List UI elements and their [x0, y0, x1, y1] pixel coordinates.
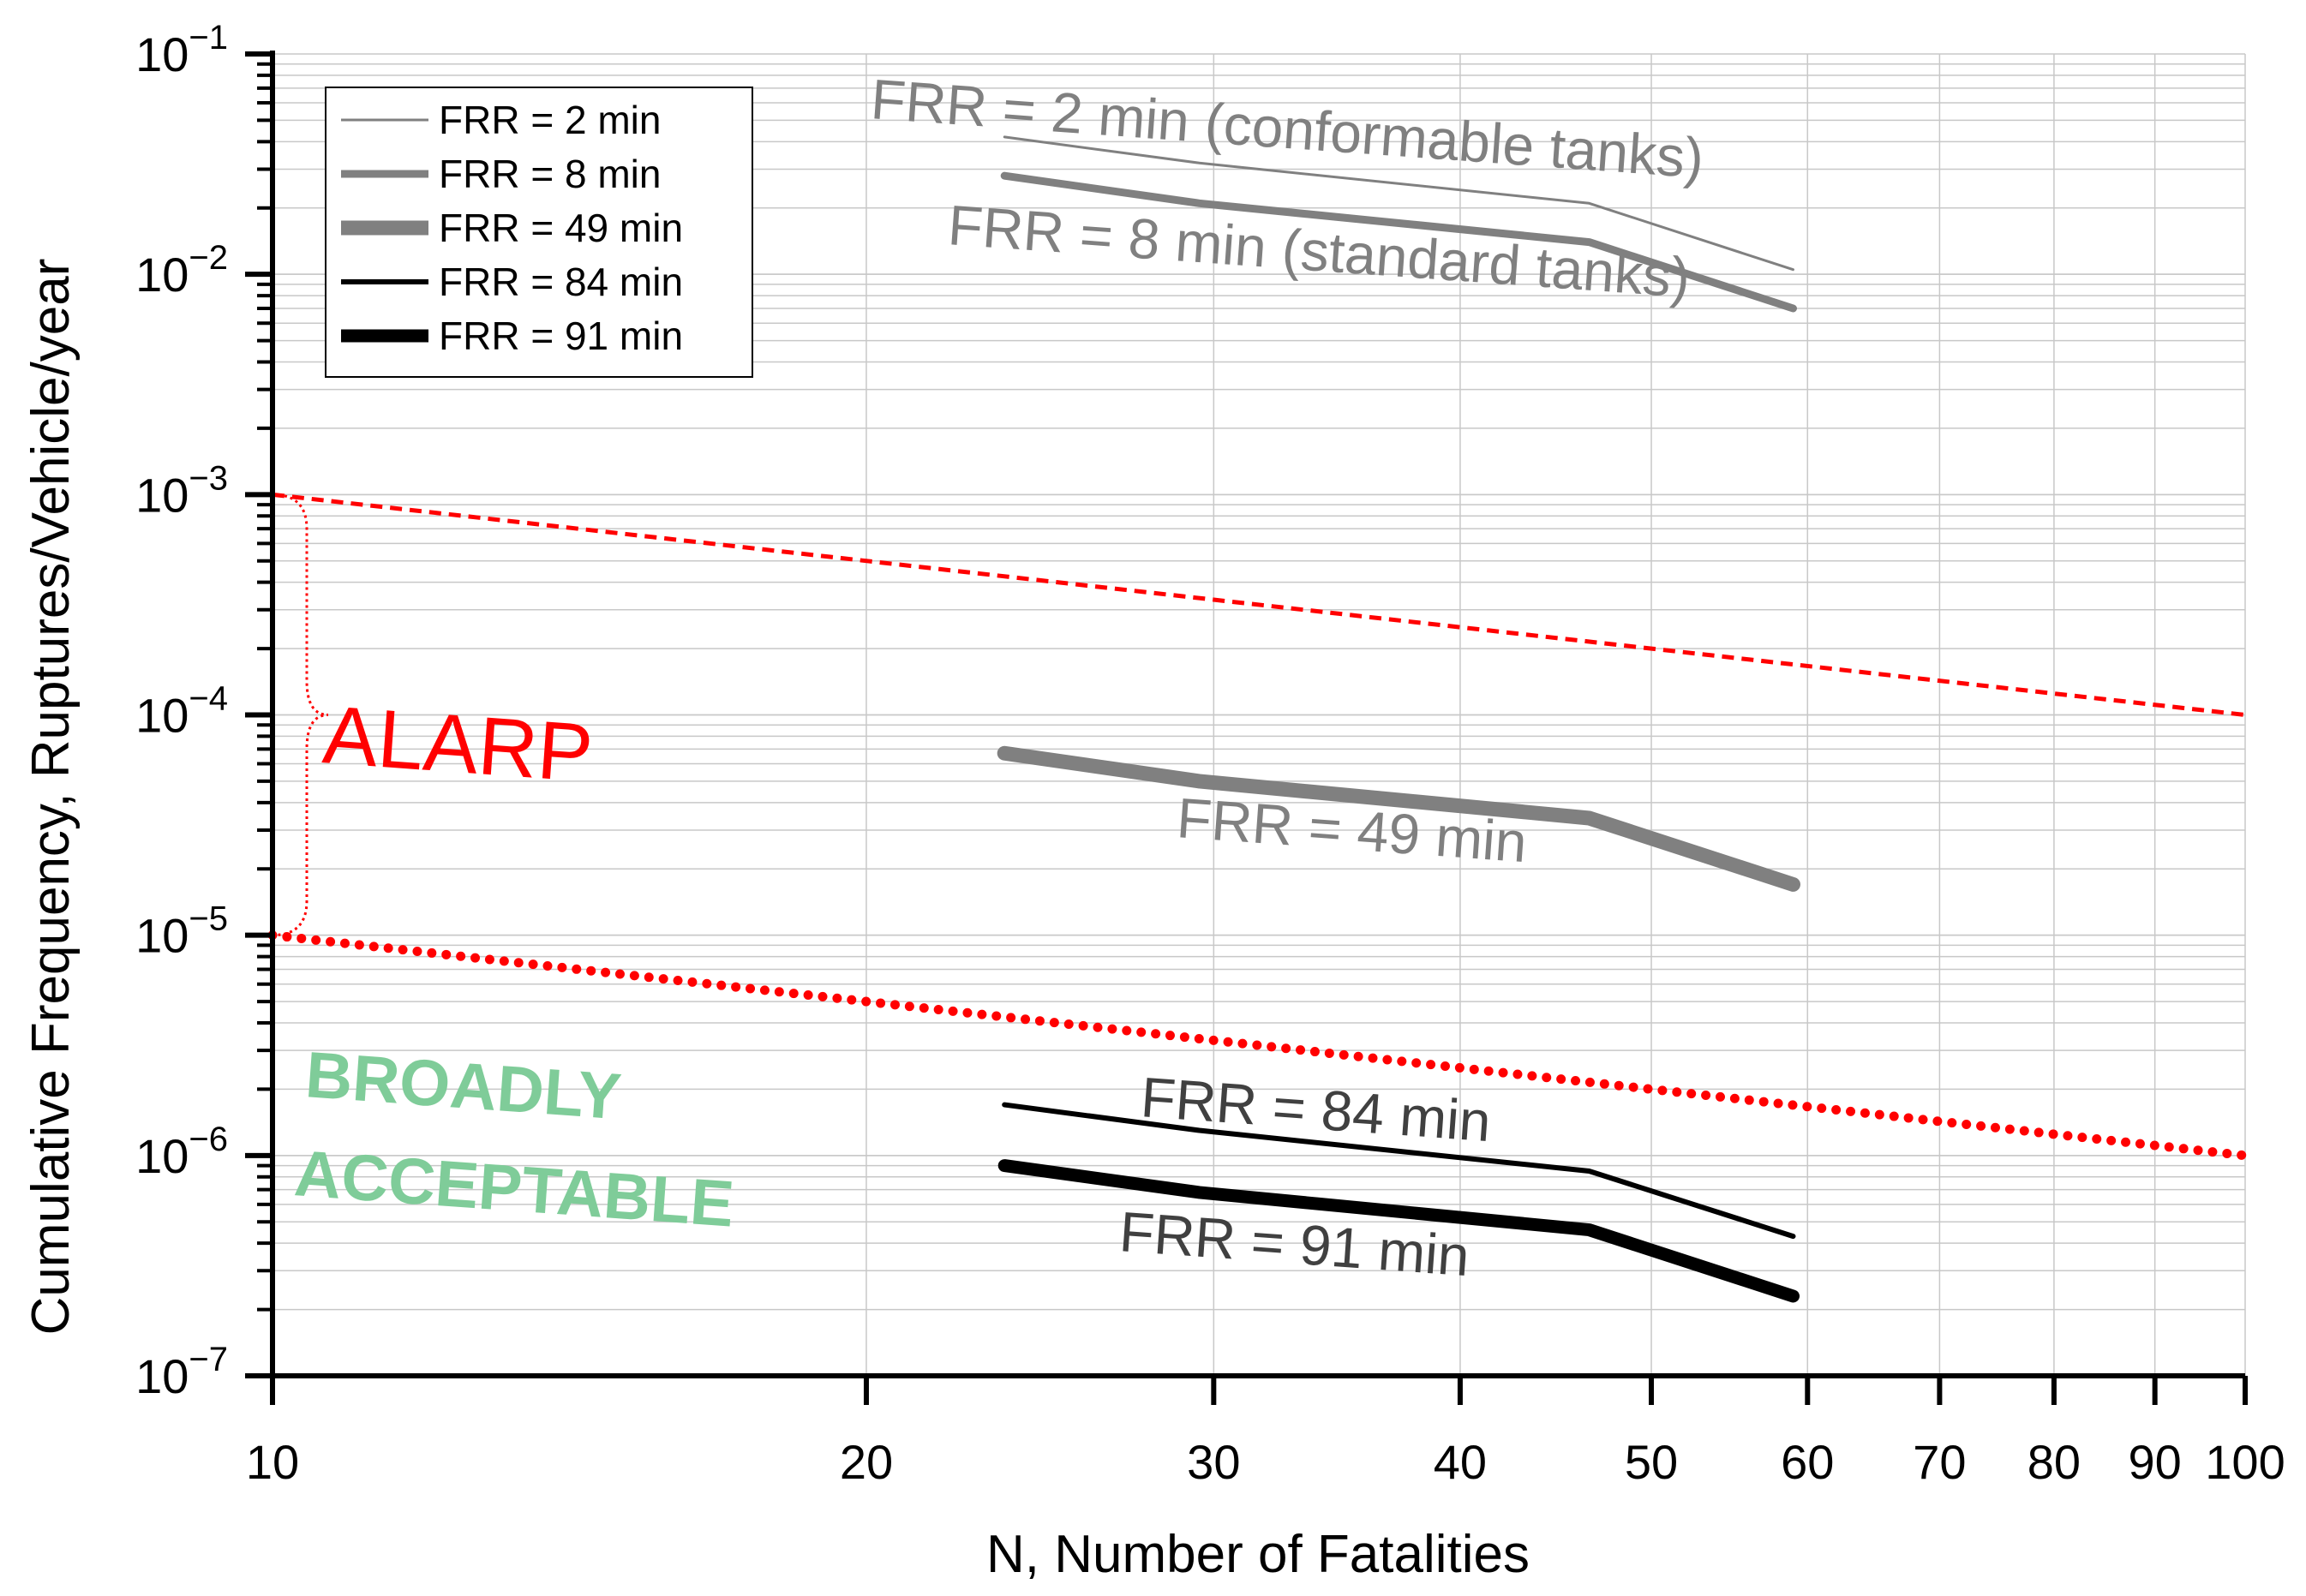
series-line-2 — [1000, 171, 1798, 313]
annotation-frr8: FRR = 8 min (standard tanks) — [946, 193, 1692, 309]
x-tick-label: 80 — [2027, 1435, 2081, 1489]
legend-label: FRR = 84 min — [439, 260, 683, 304]
annotation-broadly: BROADLY — [303, 1038, 624, 1133]
y-axis-title: Cumulative Frequency, Ruptures/Vehicle/y… — [21, 259, 81, 1336]
x-tick-label: 10 — [246, 1435, 299, 1489]
criteria-line-lower — [267, 930, 2250, 1161]
x-tick-label: 20 — [840, 1435, 893, 1489]
legend-items: FRR = 2 min FRR = 8 min FRR = 49 min FRR = … — [341, 98, 683, 358]
annotation-frr84: FRR = 84 min — [1139, 1065, 1493, 1153]
y-tick-label: 10−1 — [135, 19, 228, 81]
series-line-5 — [997, 1159, 1800, 1303]
annotation-acceptable: ACCEPTABLE — [292, 1137, 736, 1241]
y-tick-label: 10−6 — [135, 1121, 228, 1183]
legend: FRR = 2 min FRR = 8 min FRR = 49 min FRR = … — [325, 87, 753, 378]
y-tick-label: 10−3 — [135, 459, 228, 522]
y-tick-label: 10−2 — [135, 239, 228, 302]
alarp-brace — [272, 493, 329, 937]
x-axis-title: N, Number of Fatalities — [986, 1525, 1530, 1584]
tick-labels: 10 20 30 40 50 60 70 80 90 100 10−1 10−2 10−3 10−4 10−… — [135, 19, 2285, 1489]
x-tick-label: 100 — [2205, 1435, 2285, 1489]
x-tick-label: 90 — [2129, 1435, 2182, 1489]
x-tick-label: 30 — [1187, 1435, 1240, 1489]
x-tick-label: 50 — [1625, 1435, 1678, 1489]
series-line-1 — [1003, 135, 1795, 272]
annotation-alarp: ALARP — [320, 689, 596, 799]
risk-criteria-lines — [267, 492, 2250, 1161]
legend-label: FRR = 2 min — [439, 98, 661, 142]
y-tick-label: 10−4 — [135, 680, 228, 743]
axes — [245, 51, 2248, 1405]
y-tick-label: 10−7 — [135, 1341, 228, 1403]
legend-label: FRR = 8 min — [439, 152, 661, 196]
alarp-bracket — [272, 493, 329, 937]
legend-label: FRR = 49 min — [439, 206, 683, 250]
y-tick-label: 10−5 — [135, 900, 228, 963]
series-line-3 — [997, 745, 1801, 892]
legend-label: FRR = 91 min — [439, 314, 683, 358]
annotation-frr49: FRR = 49 min — [1175, 786, 1529, 874]
x-tick-label: 60 — [1781, 1435, 1834, 1489]
series-line-4 — [1002, 1102, 1796, 1240]
criteria-line-upper — [272, 492, 2246, 717]
x-tick-label: 70 — [1913, 1435, 1966, 1489]
data-series — [997, 135, 1801, 1303]
x-tick-label: 40 — [1434, 1435, 1487, 1489]
